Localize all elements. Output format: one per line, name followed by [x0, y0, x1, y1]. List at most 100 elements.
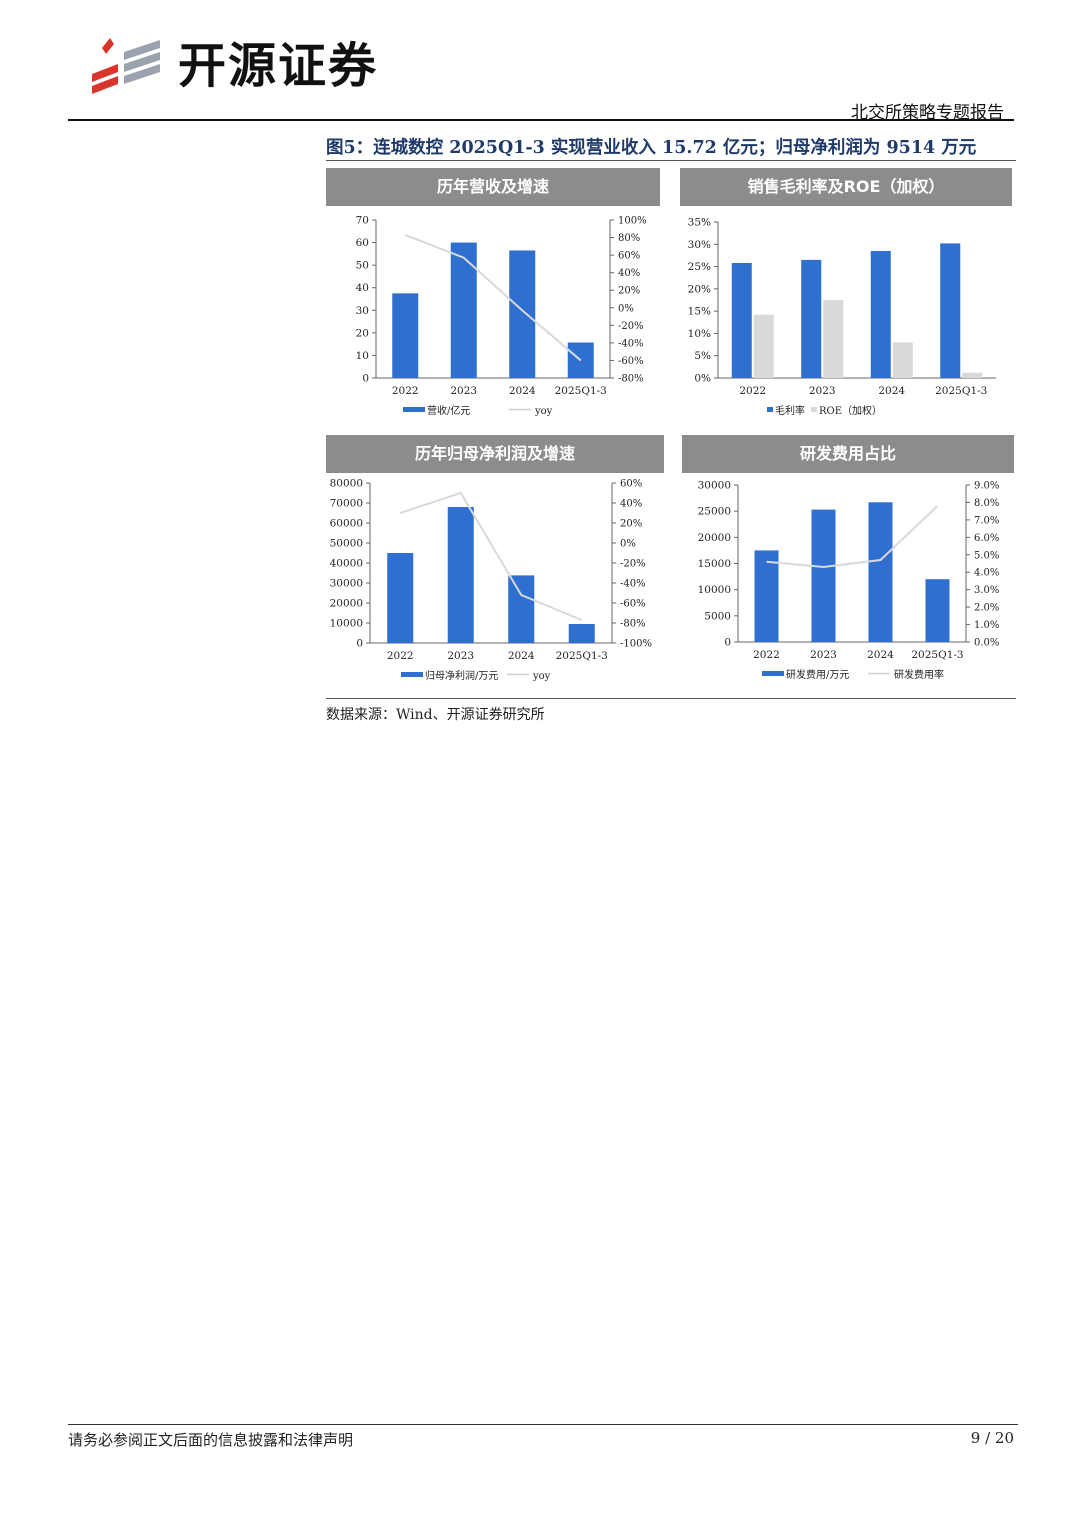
- legend-label: 研发费用/万元: [786, 668, 849, 681]
- y2-tick-label: 40%: [618, 268, 640, 279]
- legend-label: 营收/亿元: [427, 404, 470, 417]
- y2-tick-label: -20%: [620, 559, 646, 570]
- bar-secondary: [823, 300, 844, 378]
- series-line: [399, 491, 583, 621]
- y-tick-label: 25%: [688, 261, 711, 273]
- bar: [509, 250, 536, 378]
- bar-secondary: [753, 314, 774, 378]
- revenue-chart: 0 10 20 30 40 50 60 70 -80% -60% -40% -20% 0% 20% 40% 6…: [356, 215, 647, 418]
- y2-tick-label: 60%: [620, 479, 642, 490]
- x-tick-label: 2023: [810, 649, 837, 661]
- chart-panel-profit: 历年归母净利润及增速 0 10000 20000 30000 40000 50000 600…: [326, 435, 664, 693]
- x-tick-label: 2024: [878, 385, 905, 397]
- chart-panel-revenue: 历年营收及增速 0 10 20 30 40 50 60 70 -80% -60% -40% -20% 0…: [326, 168, 660, 430]
- y-tick-label: 80000: [330, 478, 363, 490]
- bar: [925, 579, 950, 642]
- y2-tick-label: 0%: [618, 303, 634, 314]
- y-tick-label: 15000: [698, 558, 731, 570]
- chart-title: 销售毛利率及ROE（加权）: [680, 168, 1012, 206]
- legend-label: ROE（加权）: [819, 404, 882, 417]
- x-tick-label: 2025Q1-3: [556, 650, 608, 662]
- y-tick-label: 10000: [330, 618, 363, 630]
- y-tick-label: 20: [356, 327, 369, 339]
- y-tick-label: 60: [356, 237, 369, 249]
- y-tick-label: 10000: [698, 584, 731, 596]
- y2-tick-label: -80%: [620, 619, 646, 630]
- bar: [731, 263, 752, 378]
- y2-tick-label: 0.0%: [974, 638, 999, 649]
- y-tick-label: 70: [356, 215, 369, 227]
- x-tick-label: 2025Q1-3: [555, 385, 607, 397]
- logo-icon: [92, 38, 160, 94]
- y-tick-label: 5%: [694, 350, 711, 362]
- data-source: 数据来源：Wind、开源证券研究所: [326, 707, 545, 723]
- chart-title: 历年营收及增速: [326, 168, 660, 206]
- y2-tick-label: -60%: [618, 356, 644, 367]
- y-tick-label: 40: [356, 282, 369, 294]
- y2-tick-label: 6.0%: [974, 533, 999, 544]
- y-tick-label: 60000: [330, 518, 363, 530]
- y-tick-label: 10: [356, 350, 369, 362]
- legend-swatch: [767, 407, 773, 412]
- report-type: 北交所策略专题报告: [851, 103, 1004, 123]
- y-tick-label: 25000: [698, 506, 731, 518]
- y2-tick-label: 1.0%: [974, 620, 999, 631]
- y-tick-label: 20000: [330, 598, 363, 610]
- profit-chart: 0 10000 20000 30000 40000 50000 60000 70000 8000…: [330, 478, 652, 683]
- y-tick-label: 30000: [330, 578, 363, 590]
- y-tick-label: 20000: [698, 532, 731, 544]
- bar: [811, 509, 836, 642]
- y2-tick-label: 7.0%: [974, 515, 999, 526]
- y-tick-label: 50: [356, 260, 369, 272]
- bar-secondary: [962, 372, 983, 378]
- y2-tick-label: 2.0%: [974, 603, 999, 614]
- y2-tick-label: 40%: [620, 499, 642, 510]
- x-tick-label: 2025Q1-3: [911, 649, 963, 661]
- bar: [801, 259, 822, 378]
- bar: [568, 623, 595, 643]
- y-tick-label: 30%: [688, 239, 711, 251]
- y2-tick-label: 20%: [620, 519, 642, 530]
- x-tick-label: 2024: [508, 650, 535, 662]
- y2-tick-label: 4.0%: [974, 568, 999, 579]
- y-tick-label: 50000: [330, 538, 363, 550]
- header-rule: [68, 119, 1014, 121]
- y-tick-label: 0: [362, 373, 369, 385]
- x-tick-label: 2022: [753, 649, 780, 661]
- figure-rule-top: [326, 160, 1016, 161]
- y-tick-label: 35%: [688, 217, 711, 229]
- legend-swatch: [401, 672, 423, 677]
- legend-label: 研发费用率: [894, 668, 944, 681]
- figure-title: 图5：连城数控 2025Q1-3 实现营业收入 15.72 亿元；归母净利润为 …: [326, 138, 977, 158]
- series-line: [766, 505, 939, 568]
- y2-tick-label: -60%: [620, 599, 646, 610]
- y2-tick-label: 100%: [618, 216, 647, 227]
- y2-tick-label: 5.0%: [974, 550, 999, 561]
- rd-chart: 0 5000 10000 15000 20000 25000 30000 0.0% 1.0% 2.…: [698, 480, 1000, 682]
- bar: [392, 293, 419, 378]
- chart-panel-margin: 销售毛利率及ROE（加权） 0% 5% 10% 15% 20% 25% 30% 35% 2022…: [680, 168, 1012, 430]
- x-tick-label: 2022: [387, 650, 414, 662]
- legend-swatch: [811, 407, 817, 412]
- legend-label: yoy: [534, 406, 553, 417]
- bar: [447, 507, 474, 643]
- logo-text: 开源证券: [178, 38, 379, 94]
- x-tick-label: 2023: [450, 385, 477, 397]
- x-tick-label: 2023: [447, 650, 474, 662]
- footer-disclaimer: 请务必参阅正文后面的信息披露和法律声明: [68, 1431, 354, 1449]
- y2-tick-label: -20%: [618, 321, 644, 332]
- y-tick-label: 15%: [688, 306, 711, 318]
- bar-secondary: [892, 342, 913, 378]
- y2-tick-label: 60%: [618, 251, 640, 262]
- y2-tick-label: -80%: [618, 374, 644, 385]
- legend-label: yoy: [532, 671, 551, 682]
- margin-chart: 0% 5% 10% 15% 20% 25% 30% 35% 2022 2023 2024 2025Q1…: [688, 217, 996, 417]
- y-tick-label: 10%: [688, 328, 711, 340]
- chart-title: 历年归母净利润及增速: [326, 435, 664, 473]
- bar: [940, 243, 961, 378]
- bar: [754, 550, 779, 642]
- y2-tick-label: 80%: [618, 233, 640, 244]
- y2-tick-label: -100%: [620, 639, 652, 650]
- figure-rule-bottom: [326, 698, 1016, 699]
- page-number: 9 / 20: [970, 1429, 1014, 1447]
